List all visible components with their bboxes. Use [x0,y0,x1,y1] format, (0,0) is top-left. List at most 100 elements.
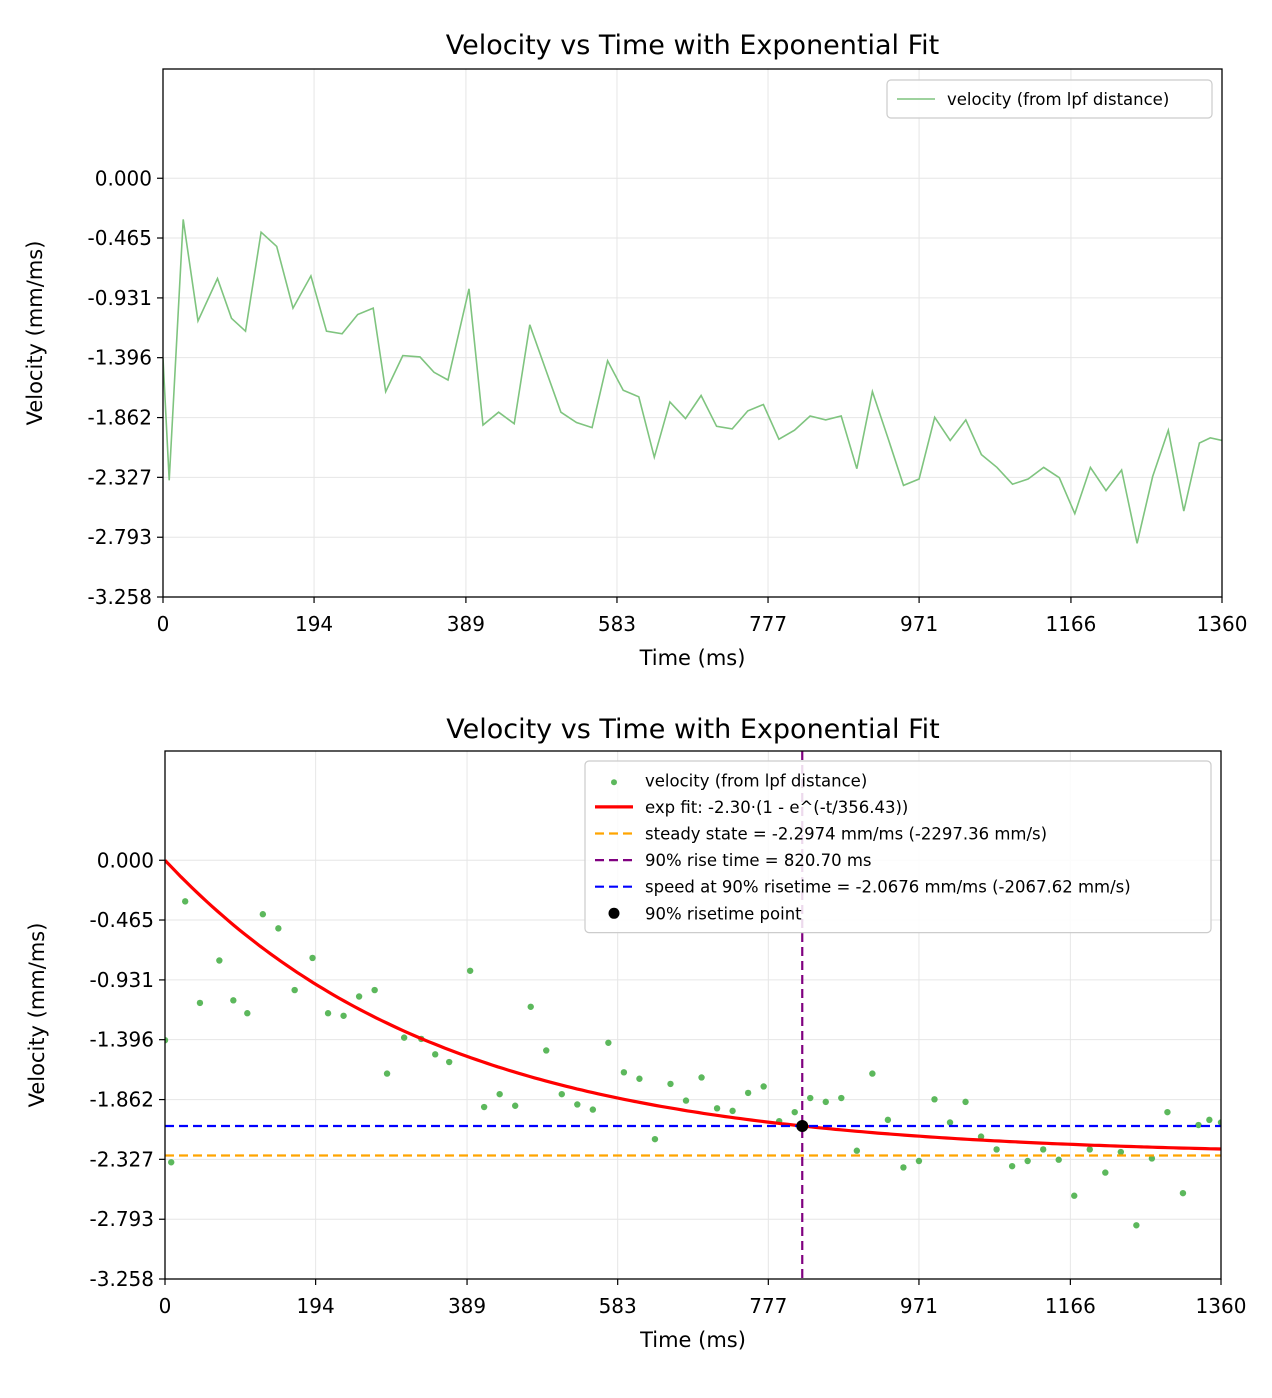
x-tick-label: 583 [598,612,636,636]
plot-area [165,751,1221,1279]
x-tick-label: 1166 [1045,1294,1096,1318]
data-point [340,1012,347,1019]
y-tick-label: -2.793 [88,525,152,549]
data-point [1008,1162,1016,1170]
data-point [993,1146,1000,1153]
y-tick-label: -1.396 [90,1028,154,1052]
data-point [822,1098,829,1106]
data-point [589,1106,597,1113]
data-point [682,1097,690,1104]
legend-label: velocity (from lpf distance) [947,90,1169,109]
x-tick-label: 0 [159,1294,172,1318]
x-tick-label: 1360 [1196,1294,1247,1318]
x-tick-label: 1166 [1045,612,1096,636]
data-point [651,1135,659,1143]
x-tick-label: 971 [900,612,938,636]
data-point [1117,1148,1125,1156]
data-point [527,1003,534,1010]
y-tick-label: -2.793 [90,1207,154,1231]
data-point [1148,1155,1156,1162]
data-point [977,1133,985,1140]
legend-label: velocity (from lpf distance) [645,771,867,790]
chart-bottom: 0 194 389 583 777 971 1166 1360 0.000 -0.465 -0.93… [25,714,1246,1352]
data-point [962,1098,969,1106]
y-tick-label: -0.465 [90,908,154,932]
plot-area [163,219,1222,544]
x-tick-label: 777 [749,1294,787,1318]
x-tick-label: 971 [900,1294,938,1318]
plot-frame [164,750,1222,1280]
data-point [667,1080,674,1088]
data-point [168,1159,175,1166]
data-point [713,1105,721,1112]
data-point [900,1164,907,1171]
y-tick-label: -0.465 [88,226,152,250]
data-point [620,1069,628,1076]
data-point [383,1070,391,1077]
data-point [216,957,223,964]
legend-box [886,79,1213,119]
data-point [574,1101,581,1108]
legend-label: 90% risetime point [645,904,802,923]
data-point [496,1090,503,1098]
data-point [445,1058,453,1066]
data-point [558,1090,565,1098]
data-point [1071,1192,1078,1199]
data-point [466,967,474,974]
data-point [244,1010,251,1017]
y-tick-label: -2.327 [88,465,152,489]
data-point [1133,1222,1140,1229]
data-point [291,986,298,994]
data-point [1179,1189,1187,1197]
y-tick-label: -3.258 [90,1267,154,1291]
data-point [371,986,378,994]
x-tick-label: 389 [447,612,485,636]
y-tick-label: -1.862 [90,1088,154,1112]
legend-label: steady state = -2.2974 mm/ms (-2297.36 m… [645,825,1047,844]
data-point [355,993,363,1000]
data-point [1206,1116,1213,1124]
legend-swatch [611,779,617,786]
y-tick-label: -1.862 [88,406,152,430]
x-tick-label: 389 [448,1294,486,1318]
data-point [196,999,204,1007]
data-point [1024,1157,1031,1165]
x-tick-label: 777 [749,612,787,636]
data-point [636,1075,643,1082]
data-point [729,1107,736,1115]
data-point [1102,1169,1109,1176]
data-point [946,1119,954,1126]
chart-title: Velocity vs Time with Exponential Fit [446,30,940,61]
x-tick-label: 194 [297,1294,335,1318]
velocity-line [163,219,1222,544]
x-tick-label: 1360 [1197,612,1248,636]
data-point [605,1039,612,1046]
data-point [230,997,237,1004]
y-axis-label: Velocity (mm/ms) [25,923,49,1108]
x-tick-label: 0 [157,612,170,636]
y-tick-label: -2.327 [90,1147,154,1171]
legend-label: speed at 90% risetime = -2.0676 mm/ms (-… [645,878,1131,897]
data-point [480,1103,488,1111]
data-point [1039,1146,1047,1153]
data-point [1217,1119,1221,1126]
legend-label: 90% rise time = 820.70 ms [645,851,872,870]
chart-top: 0 194 389 583 777 971 1166 1360 0.000 -0.465 -0.93… [23,30,1247,670]
exp-fit-curve [165,859,1221,1151]
data-point [1164,1108,1171,1116]
y-axis-label: Velocity (mm/ms) [23,241,47,426]
risetime-point [796,1119,809,1132]
data-point [1195,1121,1202,1129]
data-point [181,898,189,905]
y-tick-label: -3.258 [88,585,152,609]
data-point [165,1036,169,1044]
data-point [400,1034,408,1041]
y-tick-label: 0.000 [97,848,154,872]
legend: velocity (from lpf distance) exp fit: -2.… [584,760,1212,934]
legend-swatch [608,907,620,919]
x-axis-label: Time (ms) [639,1328,746,1352]
data-point [791,1108,798,1116]
y-tick-label: -1.396 [88,346,152,370]
plot-frame [162,68,1223,598]
